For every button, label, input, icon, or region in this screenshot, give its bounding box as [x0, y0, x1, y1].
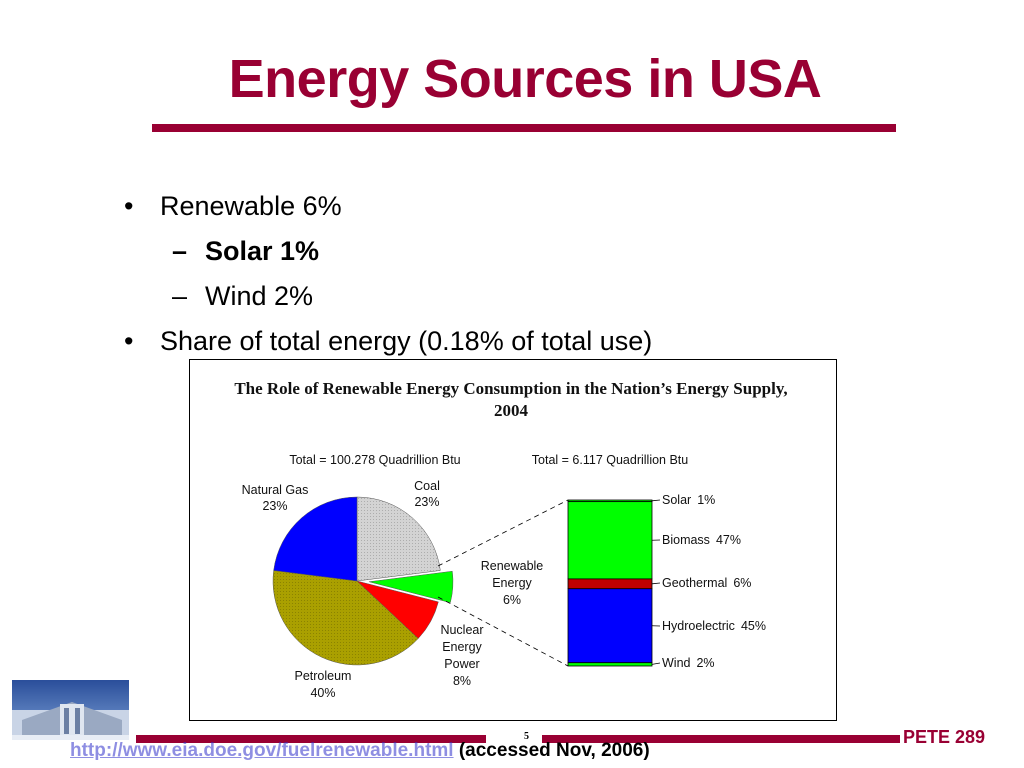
- chart-title-line2: 2004: [494, 401, 529, 420]
- label-nuclear-line2: Energy: [442, 640, 482, 654]
- footer-rule-right: [542, 735, 900, 743]
- bar-label-hydroelectric: Hydroelectric 45%: [662, 619, 766, 633]
- pie-total-label: Total = 100.278 Quadrillion Btu: [289, 453, 460, 467]
- label-renewable-line1: Renewable: [481, 559, 544, 573]
- bar-label-wind: Wind 2%: [662, 656, 715, 670]
- bullet-share-total: Share of total energy (0.18% of total us…: [120, 319, 652, 364]
- pie-slice-texture: [273, 570, 419, 665]
- sub-bullet-wind: Wind 2%: [120, 274, 652, 319]
- pie-labels: Coal 23% Natural Gas 23% Renewable Energ…: [242, 479, 544, 700]
- bar-labels: Solar 1% Biomass 47% Geothermal 6% Hydroele…: [651, 493, 766, 670]
- label-coal-pct: 23%: [414, 495, 439, 509]
- source-line: http://www.eia.doe.gov/fuelrenewable.htm…: [70, 740, 650, 762]
- bar-segment-biomass: [567, 501, 653, 580]
- renewable-energy-figure: The Role of Renewable Energy Consumption…: [189, 359, 837, 721]
- bullet-renewable: Renewable 6%: [120, 184, 652, 229]
- building-logo: [12, 680, 129, 740]
- label-natural-gas-pct: 23%: [262, 499, 287, 513]
- source-accessed-note: (accessed Nov, 2006): [458, 740, 650, 761]
- source-link[interactable]: http://www.eia.doe.gov/fuelrenewable.htm…: [70, 740, 454, 761]
- label-coal: Coal: [414, 479, 440, 493]
- bar-label-solar: Solar 1%: [662, 493, 715, 507]
- label-petroleum: Petroleum: [295, 669, 352, 683]
- label-renewable-line2: Energy: [492, 576, 532, 590]
- zoom-line-bottom: [437, 596, 569, 667]
- bar-label-geothermal: Geothermal 6%: [662, 576, 751, 590]
- label-natural-gas: Natural Gas: [242, 483, 309, 497]
- renewable-energy-chart: The Role of Renewable Energy Consumption…: [234, 379, 787, 700]
- chart-title-line1: The Role of Renewable Energy Consumption…: [234, 379, 787, 398]
- footer-rule-left: [136, 735, 486, 743]
- pie-slice-natural-gas: [273, 496, 358, 582]
- bar-tick-solar: [651, 499, 661, 502]
- stacked-bar: [567, 499, 653, 667]
- bar-total-label: Total = 6.117 Quadrillion Btu: [532, 453, 689, 467]
- label-petroleum-pct: 40%: [310, 686, 335, 700]
- course-code: PETE 289: [903, 727, 986, 747]
- sub-bullet-solar: Solar 1%: [120, 229, 652, 274]
- label-renewable-pct: 6%: [503, 593, 521, 607]
- label-nuclear-line3: Power: [444, 657, 479, 671]
- label-nuclear-pct: 8%: [453, 674, 471, 688]
- bar-label-biomass: Biomass 47%: [662, 533, 741, 547]
- page-number: 5: [524, 731, 529, 742]
- pie-chart: [272, 496, 454, 666]
- bar-tick-wind: [651, 662, 661, 665]
- bar-tick-geothermal: [651, 582, 661, 585]
- zoom-line-top: [437, 499, 569, 567]
- bar-segment-hydroelectric: [567, 588, 653, 664]
- bar-segment-wind: [567, 662, 653, 667]
- title-underline: [152, 124, 896, 132]
- bullet-list: Renewable 6% Solar 1% Wind 2% Share of t…: [120, 184, 652, 364]
- label-nuclear-line1: Nuclear: [440, 623, 483, 637]
- slide-title: Energy Sources in USA: [228, 49, 822, 109]
- pie-slice-texture: [357, 497, 441, 581]
- pie-slice-renewable: [368, 570, 454, 603]
- building-photo-icon: [12, 680, 129, 740]
- bar-segment-geothermal: [567, 578, 653, 590]
